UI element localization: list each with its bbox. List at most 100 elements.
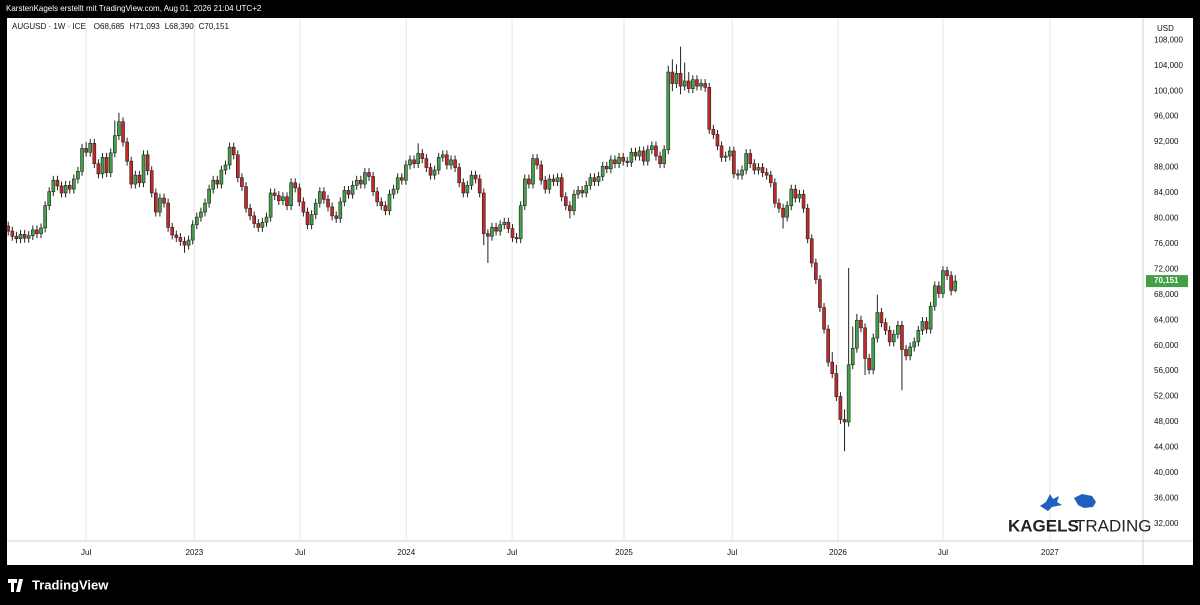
candle-body	[531, 158, 535, 185]
y-tick-label: 76,000	[1154, 239, 1179, 248]
candle-body	[346, 190, 351, 195]
candle-body	[178, 237, 183, 242]
candle-body	[207, 188, 211, 204]
candle-body	[227, 146, 232, 166]
candle-body	[277, 195, 281, 201]
candle-body	[576, 190, 580, 195]
candle-body	[63, 185, 68, 194]
candle-body	[432, 169, 437, 176]
candle-body	[174, 234, 179, 238]
logo-word: KAGELS	[1008, 516, 1079, 535]
y-tick-label: 60,000	[1154, 341, 1179, 350]
candle-body	[551, 178, 556, 182]
candle-body	[645, 149, 650, 162]
candle-body	[900, 325, 904, 350]
candle-body	[215, 179, 220, 185]
candle-body	[108, 152, 113, 173]
candle-body	[260, 221, 265, 228]
candle-body	[88, 143, 93, 153]
symbol-title: AUGUSD · 1W · ICE	[12, 22, 86, 31]
candle-body	[764, 172, 769, 176]
candle-body	[736, 173, 740, 176]
candle-body	[715, 134, 720, 147]
candle-body	[412, 159, 416, 165]
candle-body	[326, 199, 330, 208]
candle-body	[96, 163, 101, 175]
candle-body	[494, 227, 498, 232]
candle-body	[18, 234, 23, 240]
candle-body	[867, 358, 871, 371]
candle-body	[859, 319, 863, 329]
candle-body	[670, 71, 675, 84]
candle-body	[535, 158, 539, 166]
candle-body	[875, 312, 880, 339]
candle-body	[219, 169, 224, 185]
candle-body	[510, 228, 515, 238]
candle-body	[145, 154, 150, 172]
candle-body	[256, 223, 261, 228]
candle-body	[10, 230, 15, 237]
candle-body	[80, 148, 84, 172]
candle-body	[941, 270, 945, 294]
candle-body	[211, 179, 216, 190]
candle-body	[871, 337, 876, 371]
candle-body	[199, 211, 203, 218]
candle-body	[383, 205, 388, 212]
candle-body	[31, 229, 35, 236]
last-price-label: 70,151	[1154, 276, 1179, 285]
candle-body	[6, 225, 11, 232]
candle-body	[358, 179, 363, 185]
candle-body	[855, 319, 859, 349]
candle-body	[297, 187, 302, 203]
y-tick-label: 96,000	[1154, 112, 1179, 121]
candle-body	[375, 191, 379, 203]
candle-body	[629, 151, 634, 163]
candle-body	[113, 135, 117, 154]
header-value: O68,685	[94, 22, 125, 31]
candle-body	[883, 322, 888, 331]
candle-body	[338, 201, 343, 219]
candle-body	[953, 280, 958, 291]
candle-body	[391, 188, 396, 195]
candle-body	[809, 238, 814, 264]
candle-body	[789, 188, 794, 206]
candle-body	[125, 141, 129, 162]
candle-body	[39, 227, 43, 234]
candle-body	[445, 154, 449, 166]
candle-body	[777, 202, 781, 209]
candle-body	[47, 191, 52, 206]
candle-body	[522, 178, 527, 206]
candle-body	[584, 185, 589, 194]
candle-body	[149, 170, 154, 194]
y-tick-label: 104,000	[1154, 61, 1183, 70]
candle-body	[637, 150, 642, 157]
candle-body	[342, 190, 347, 203]
candle-body	[600, 165, 605, 177]
candle-body	[477, 178, 482, 194]
candle-body	[404, 164, 408, 181]
candle-body	[908, 346, 912, 357]
candle-body	[84, 148, 88, 153]
candle-body	[92, 143, 97, 165]
candle-body	[756, 167, 761, 171]
candle-body	[613, 159, 617, 165]
candle-body	[55, 179, 60, 187]
candle-body	[305, 211, 310, 226]
candle-body	[768, 174, 773, 184]
footer: TradingView	[8, 577, 109, 592]
y-tick-label: 48,000	[1154, 417, 1179, 426]
candle-body	[937, 285, 941, 294]
candle-body	[740, 169, 744, 176]
candle-body	[285, 196, 289, 206]
logo-bear	[1074, 494, 1096, 508]
candle-body	[301, 201, 306, 213]
candle-body	[72, 178, 76, 190]
candle-body	[281, 196, 285, 201]
candle-body	[580, 190, 584, 194]
y-tick-label: 52,000	[1154, 392, 1179, 401]
unit-label: USD	[1157, 24, 1174, 33]
candle-body	[691, 79, 695, 89]
candle-body	[568, 205, 572, 212]
candle-body	[395, 177, 400, 190]
